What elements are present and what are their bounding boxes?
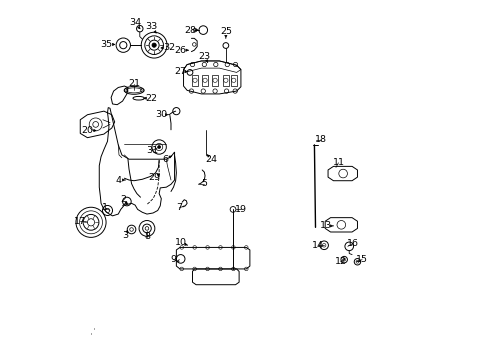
Bar	[230, 75, 236, 86]
Text: 13: 13	[320, 221, 332, 230]
Text: 18: 18	[314, 135, 326, 144]
Text: 28: 28	[183, 26, 196, 35]
Text: 33: 33	[145, 22, 157, 31]
Text: 23: 23	[198, 52, 210, 61]
Text: 27: 27	[174, 67, 186, 76]
Text: 16: 16	[346, 239, 358, 248]
Text: 2: 2	[120, 195, 126, 204]
Text: 9: 9	[170, 255, 176, 264]
Text: 22: 22	[145, 94, 157, 103]
Circle shape	[152, 43, 156, 47]
Text: 34: 34	[129, 18, 141, 27]
Text: 17: 17	[74, 217, 86, 226]
Text: 29: 29	[148, 173, 160, 182]
Text: 35: 35	[100, 40, 112, 49]
Text: 7: 7	[176, 203, 182, 212]
Text: 19: 19	[234, 205, 246, 214]
Text: 3: 3	[122, 231, 128, 240]
Text: 6: 6	[163, 155, 168, 164]
Text: 8: 8	[143, 232, 150, 241]
Bar	[212, 75, 218, 86]
Text: 1: 1	[102, 203, 108, 212]
Text: 11: 11	[332, 158, 344, 167]
Text: 10: 10	[174, 238, 186, 247]
Text: 21: 21	[128, 80, 140, 89]
Bar	[223, 75, 228, 86]
Text: 31: 31	[145, 146, 158, 155]
Circle shape	[158, 145, 160, 148]
Text: 14: 14	[311, 241, 324, 250]
Text: 12: 12	[334, 257, 346, 266]
Bar	[202, 75, 207, 86]
Text: 32: 32	[163, 43, 175, 52]
Bar	[192, 75, 198, 86]
Text: 20: 20	[81, 126, 93, 135]
Text: 15: 15	[355, 255, 367, 264]
Text: 24: 24	[205, 155, 217, 164]
Text: 30: 30	[155, 110, 167, 119]
Text: 25: 25	[220, 27, 231, 36]
Text: 4: 4	[115, 176, 121, 185]
Text: 5: 5	[201, 179, 207, 188]
Text: 26: 26	[174, 46, 186, 55]
